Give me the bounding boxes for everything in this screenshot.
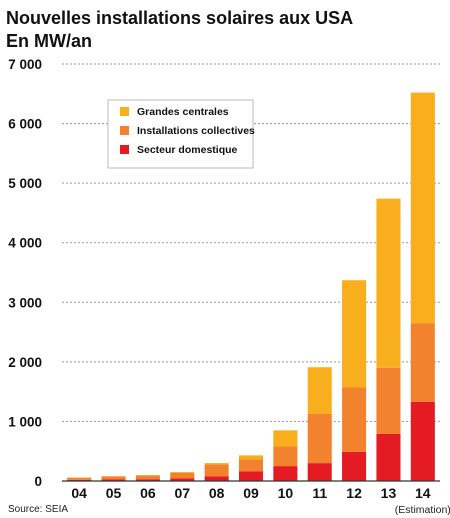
bar-segment-secteur-domestique-06	[135, 479, 160, 481]
x-category-label: 09	[243, 485, 259, 501]
bar-segment-secteur-domestique-12	[342, 451, 367, 481]
bar-segment-grandes-centrales-08	[204, 463, 229, 465]
x-category-label: 10	[278, 485, 294, 501]
estimation-note: (Estimation)	[395, 504, 450, 516]
x-category-label: 07	[174, 485, 190, 501]
legend-swatch	[120, 126, 129, 135]
legend-swatch	[120, 145, 129, 154]
x-category-label: 12	[346, 485, 362, 501]
y-tick-label: 0	[34, 474, 42, 489]
bar-segment-grandes-centrales-06	[135, 475, 160, 476]
bar-segment-installations-collectives-12	[342, 387, 367, 452]
bar-segment-installations-collectives-07	[170, 472, 195, 479]
x-category-label: 08	[209, 485, 225, 501]
bar-segment-installations-collectives-09	[238, 459, 264, 472]
bar-segment-grandes-centrales-11	[307, 367, 332, 414]
bar-segment-grandes-centrales-07	[170, 472, 195, 473]
legend-label: Secteur domestique	[137, 144, 238, 156]
bar-segment-grandes-centrales-09	[238, 455, 264, 460]
bar-segment-installations-collectives-08	[204, 464, 229, 477]
bar-segment-secteur-domestique-11	[307, 463, 332, 481]
bar-segment-secteur-domestique-07	[170, 478, 195, 481]
x-axis-categories: 04 05 06 07 08 09 10 11 12 13 14	[71, 485, 430, 501]
bar-segment-installations-collectives-14	[410, 323, 435, 402]
bar-segment-secteur-domestique-08	[204, 476, 229, 481]
x-category-label: 05	[106, 485, 122, 501]
x-category-label: 13	[381, 485, 397, 501]
bar-segment-secteur-domestique-05	[101, 479, 126, 481]
bar-segment-grandes-centrales-13	[376, 198, 401, 368]
bar-segment-secteur-domestique-14	[410, 401, 435, 481]
bar-segment-secteur-domestique-13	[376, 433, 401, 481]
bar-segment-secteur-domestique-09	[238, 471, 264, 481]
y-tick-label: 3 000	[8, 295, 42, 310]
legend-label: Installations collectives	[137, 125, 255, 137]
legend-label: Grandes centrales	[137, 106, 229, 118]
bar-segment-secteur-domestique-10	[273, 466, 298, 481]
bar-segment-installations-collectives-10	[273, 446, 298, 467]
bar-segment-installations-collectives-06	[135, 475, 160, 480]
legend-swatch	[120, 107, 129, 116]
y-tick-label: 4 000	[8, 236, 42, 251]
bars	[67, 92, 435, 481]
chart-subtitle: En MW/an	[6, 31, 92, 51]
y-tick-label: 5 000	[8, 176, 42, 191]
y-tick-label: 1 000	[8, 414, 42, 429]
chart-title: Nouvelles installations solaires aux USA	[6, 8, 353, 28]
x-category-label: 04	[71, 485, 87, 501]
bar-segment-grandes-centrales-10	[273, 430, 298, 447]
y-tick-label: 7 000	[8, 57, 42, 72]
bar-segment-installations-collectives-05	[101, 476, 126, 480]
bar-segment-grandes-centrales-12	[342, 280, 367, 388]
legend: Grandes centrales Installations collectiv…	[107, 99, 255, 169]
y-axis-ticks: 0 1 000 2 000 3 000 4 000 5 000 6 000 7 000	[8, 57, 42, 489]
bar-segment-installations-collectives-13	[376, 367, 401, 434]
bar-segment-grandes-centrales-14	[410, 92, 435, 324]
source-note: Source: SEIA	[8, 504, 68, 515]
x-category-label: 11	[312, 485, 327, 501]
legend-box	[107, 99, 254, 169]
x-category-label: 06	[140, 485, 156, 501]
y-tick-label: 6 000	[8, 117, 42, 132]
bar-segment-installations-collectives-04	[67, 477, 92, 480]
y-tick-label: 2 000	[8, 355, 42, 370]
x-category-label: 14	[415, 485, 431, 501]
bar-segment-installations-collectives-11	[307, 413, 332, 464]
